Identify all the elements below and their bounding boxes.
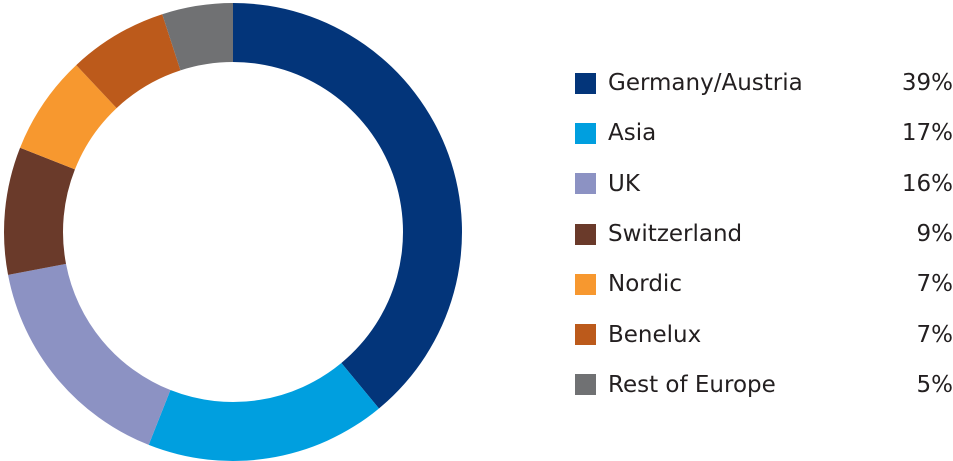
legend-swatch <box>575 324 596 346</box>
donut-slice-nordic <box>20 65 117 170</box>
legend-item-germany-austria: Germany/Austria 39% <box>575 58 953 108</box>
legend-label: Germany/Austria <box>608 70 803 97</box>
donut-slice-rest-of-europe <box>162 3 233 71</box>
legend-label: Switzerland <box>608 221 743 248</box>
legend-value: 5% <box>916 371 953 398</box>
legend-label: Nordic <box>608 271 682 298</box>
legend-swatch <box>575 72 596 94</box>
legend-swatch <box>575 223 596 245</box>
legend-value: 16% <box>901 170 953 197</box>
legend-item-asia: Asia 17% <box>575 108 953 158</box>
legend-value: 9% <box>916 221 953 248</box>
legend-value: 7% <box>916 271 953 298</box>
legend-swatch <box>575 173 596 195</box>
legend-swatch <box>575 374 596 396</box>
donut-chart <box>4 3 463 461</box>
legend-item-rest-of-europe: Rest of Europe 5% <box>575 360 953 410</box>
donut-slice-germany-austria <box>233 3 463 409</box>
legend: Germany/Austria 39% Asia 17% UK 16% Swit… <box>575 58 953 410</box>
legend-label: Asia <box>608 120 657 147</box>
legend-value: 7% <box>916 321 953 348</box>
legend-swatch <box>575 273 596 295</box>
donut-slice-asia <box>148 362 379 461</box>
legend-label: UK <box>608 170 640 197</box>
legend-label: Benelux <box>608 321 702 348</box>
legend-swatch <box>575 122 596 144</box>
legend-value: 39% <box>901 70 953 97</box>
legend-label: Rest of Europe <box>608 371 776 398</box>
legend-item-switzerland: Switzerland 9% <box>575 209 953 259</box>
legend-item-benelux: Benelux 7% <box>575 309 953 359</box>
donut-slice-uk <box>8 263 171 445</box>
legend-item-uk: UK 16% <box>575 159 953 209</box>
donut-slice-switzerland <box>4 147 75 275</box>
donut-slice-benelux <box>76 14 181 109</box>
legend-item-nordic: Nordic 7% <box>575 259 953 309</box>
legend-value: 17% <box>901 120 953 147</box>
